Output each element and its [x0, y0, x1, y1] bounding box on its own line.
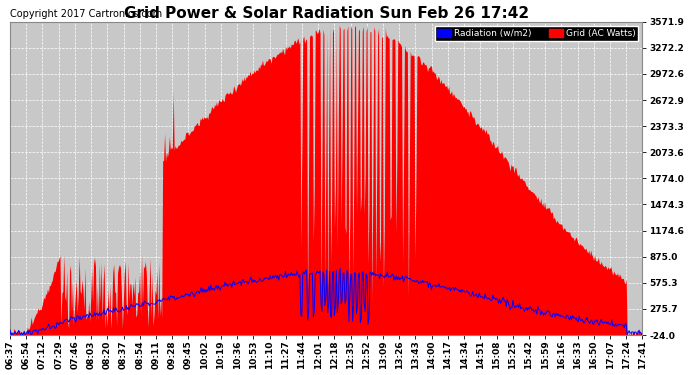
Text: Copyright 2017 Cartronics.com: Copyright 2017 Cartronics.com	[10, 9, 162, 19]
Title: Grid Power & Solar Radiation Sun Feb 26 17:42: Grid Power & Solar Radiation Sun Feb 26 …	[124, 6, 529, 21]
Legend: Radiation (w/m2), Grid (AC Watts): Radiation (w/m2), Grid (AC Watts)	[435, 26, 638, 40]
